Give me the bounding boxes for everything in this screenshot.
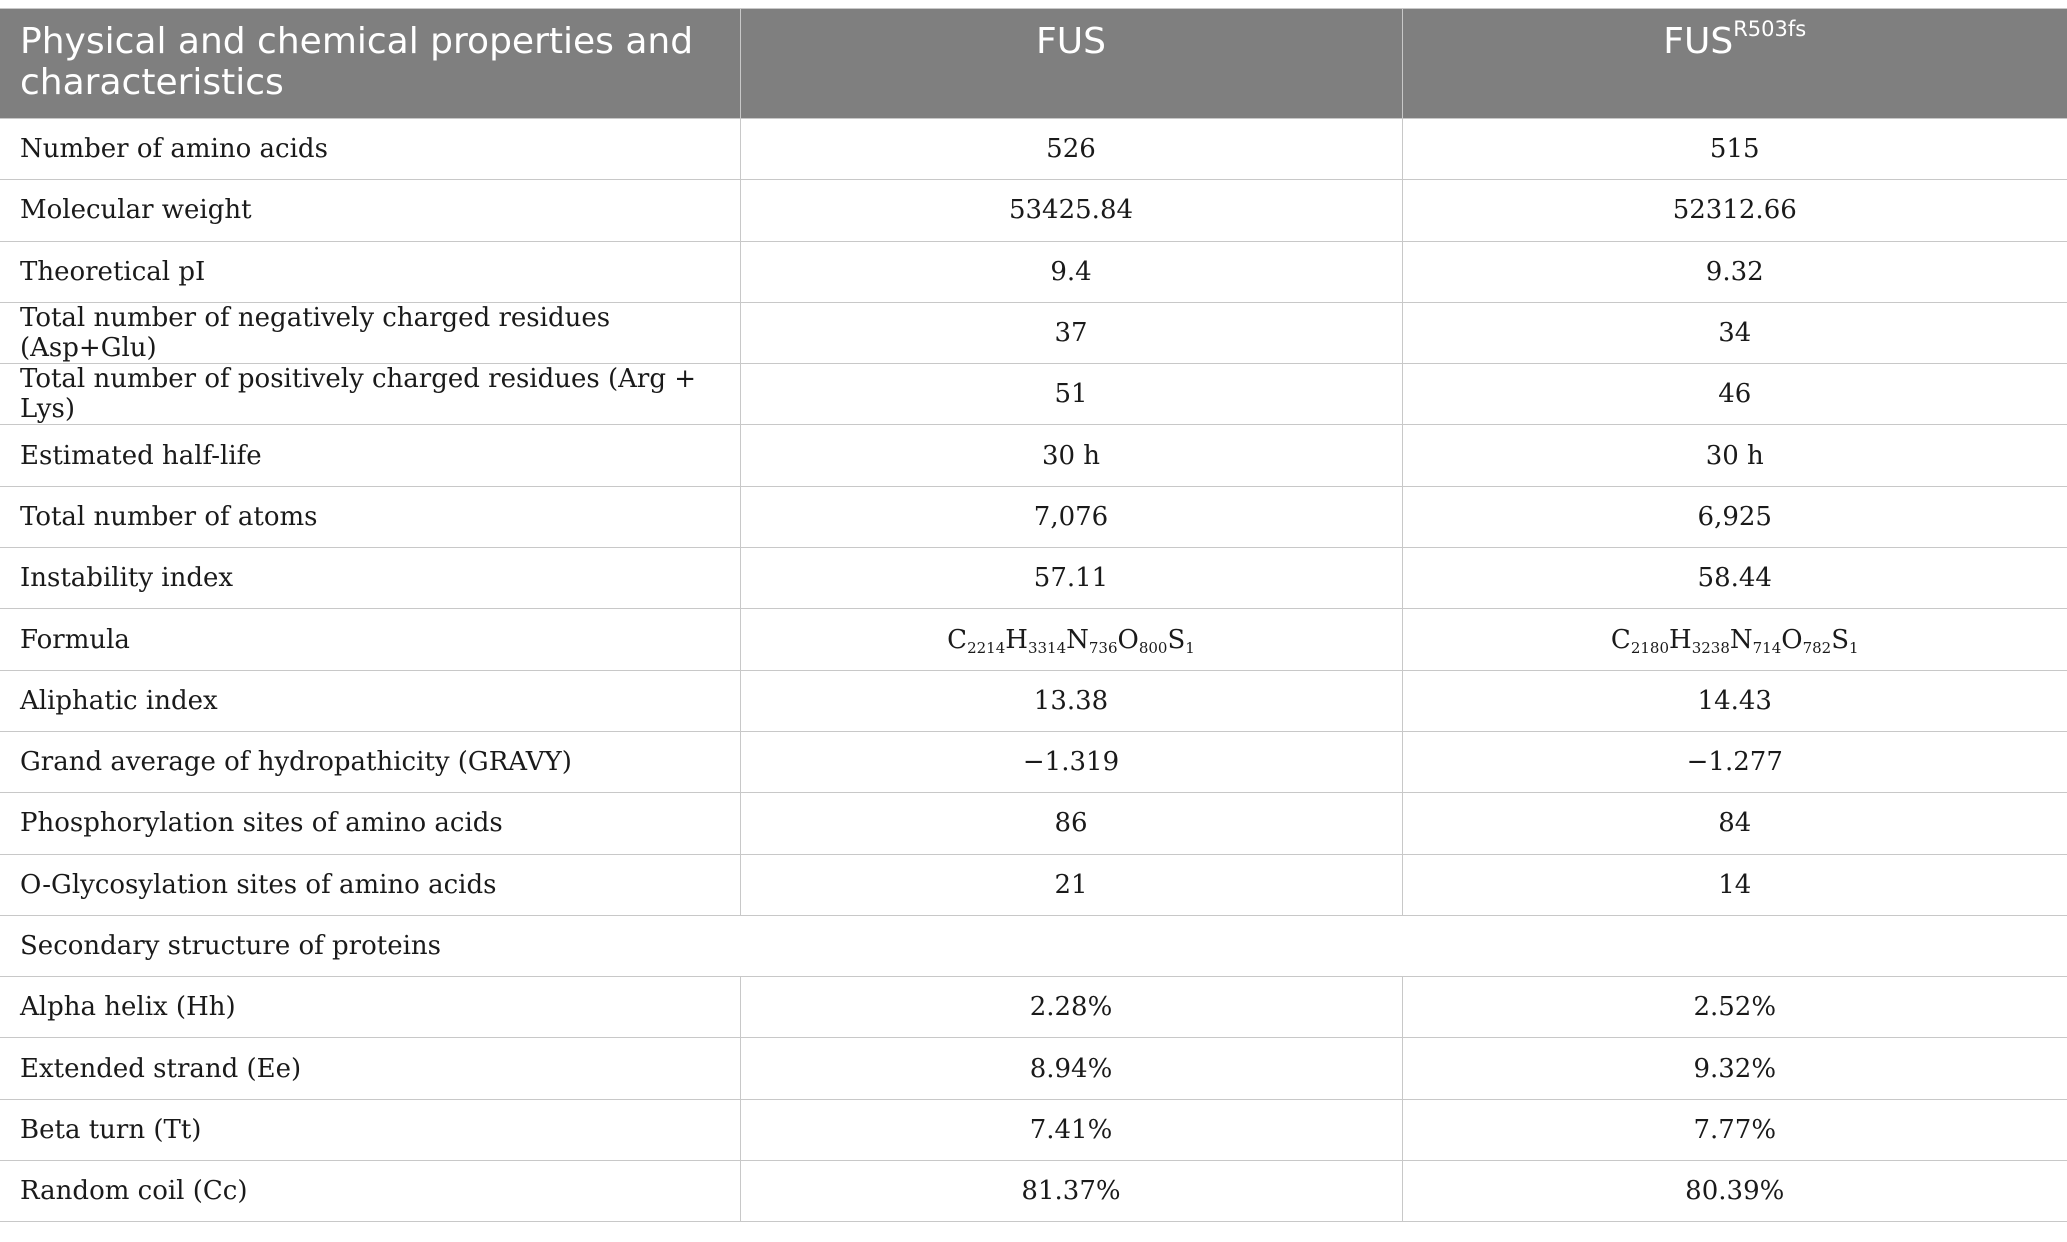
fus-formula: C2214H3314N736O800S1 [739,608,1403,671]
mutant-formula-c: 2180 [1630,638,1669,657]
row-label: Estimated half-life [0,424,741,487]
fus-formula-n: 736 [1088,638,1118,657]
header-properties: Physical and chemical properties and cha… [0,8,741,119]
mutant-formula: C2180H3238N714O782S1 [1401,608,2067,671]
row-label: Total number of positively charged resid… [0,363,741,426]
row-label: Aliphatic index [0,669,741,732]
mutant-value: 515 [1401,117,2067,181]
row-label: Alpha helix (Hh) [0,976,741,1039]
fus-value: −1.319 [739,730,1403,794]
table-row: Phosphorylation sites of amino acids 86 … [0,792,2067,855]
properties-table: Physical and chemical properties and cha… [0,8,2067,1223]
fus-value: 8.94% [739,1037,1403,1100]
mutant-value: 34 [1401,301,2067,365]
fus-value: 13.38 [739,669,1403,732]
header-fus-r503fs: FUSR503fs [1401,8,2067,119]
fus-value: 21 [739,853,1403,916]
mutant-value: 7.77% [1401,1098,2067,1162]
mutant-formula-s: 1 [1849,638,1859,657]
header-fus-r503fs-sup: R503fs [1733,17,1807,41]
table-row: Molecular weight 53425.84 52312.66 [0,179,2067,242]
mutant-value: 58.44 [1401,547,2067,610]
mutant-value: 52312.66 [1401,179,2067,242]
row-label: Molecular weight [0,179,741,242]
fus-value: 86 [739,792,1403,855]
fus-value: 526 [739,117,1403,181]
table-row: O-Glycosylation sites of amino acids 21 … [0,853,2067,916]
header-fus-r503fs-base: FUS [1663,21,1734,62]
section-label: Secondary structure of proteins [0,914,2067,978]
table-row: Estimated half-life 30 h 30 h [0,424,2067,487]
mutant-value: 84 [1401,792,2067,855]
mutant-value: −1.277 [1401,730,2067,794]
mutant-value: 14 [1401,853,2067,916]
row-label: Number of amino acids [0,117,741,181]
mutant-value: 46 [1401,363,2067,426]
mutant-value: 80.39% [1401,1160,2067,1223]
mutant-value: 9.32% [1401,1037,2067,1100]
row-label: Extended strand (Ee) [0,1037,741,1100]
fus-value: 57.11 [739,547,1403,610]
table-row: Grand average of hydropathicity (GRAVY) … [0,730,2067,794]
row-label: Total number of atoms [0,485,741,549]
mutant-value: 2.52% [1401,976,2067,1039]
fus-value: 2.28% [739,976,1403,1039]
section-row: Secondary structure of proteins [0,914,2067,978]
mutant-formula-h: 3238 [1691,638,1730,657]
table-row: Beta turn (Tt) 7.41% 7.77% [0,1098,2067,1162]
fus-value: 7.41% [739,1098,1403,1162]
header-row: Physical and chemical properties and cha… [0,8,2067,119]
row-label: Beta turn (Tt) [0,1098,741,1162]
formula-row: Formula C2214H3314N736O800S1 C2180H3238N… [0,608,2067,671]
row-label: Phosphorylation sites of amino acids [0,792,741,855]
fus-formula-h: 3314 [1027,638,1067,657]
table-row: Instability index 57.11 58.44 [0,547,2067,610]
fus-value: 81.37% [739,1160,1403,1223]
table-row: Total number of negatively charged resid… [0,301,2067,365]
mutant-formula-o: 782 [1802,638,1832,657]
mutant-value: 30 h [1401,424,2067,487]
mutant-value: 6,925 [1401,485,2067,549]
row-label: Grand average of hydropathicity (GRAVY) [0,730,741,794]
row-label: O-Glycosylation sites of amino acids [0,853,741,916]
table-row: Theoretical pI 9.4 9.32 [0,240,2067,303]
table-row: Random coil (Cc) 81.37% 80.39% [0,1160,2067,1223]
row-label: Total number of negatively charged resid… [0,301,741,365]
mutant-value: 9.32 [1401,240,2067,303]
table-row: Number of amino acids 526 515 [0,117,2067,181]
row-label: Instability index [0,547,741,610]
fus-value: 9.4 [739,240,1403,303]
fus-value: 37 [739,301,1403,365]
fus-value: 30 h [739,424,1403,487]
fus-formula-o: 800 [1138,638,1168,657]
fus-value: 53425.84 [739,179,1403,242]
row-label: Random coil (Cc) [0,1160,741,1223]
row-label: Formula [0,608,741,671]
table-row: Extended strand (Ee) 8.94% 9.32% [0,1037,2067,1100]
table-row: Total number of positively charged resid… [0,363,2067,426]
fus-formula-s: 1 [1185,638,1195,657]
table-row: Total number of atoms 7,076 6,925 [0,485,2067,549]
table-row: Aliphatic index 13.38 14.43 [0,669,2067,732]
header-fus: FUS [739,8,1403,119]
mutant-value: 14.43 [1401,669,2067,732]
fus-value: 7,076 [739,485,1403,549]
fus-formula-c: 2214 [967,638,1006,657]
row-label: Theoretical pI [0,240,741,303]
fus-value: 51 [739,363,1403,426]
table-row: Alpha helix (Hh) 2.28% 2.52% [0,976,2067,1039]
mutant-formula-n: 714 [1752,638,1782,657]
